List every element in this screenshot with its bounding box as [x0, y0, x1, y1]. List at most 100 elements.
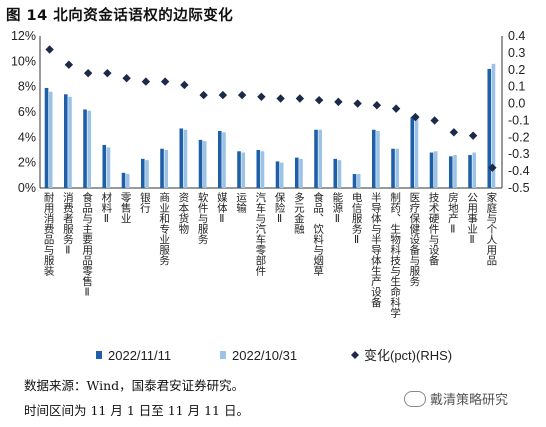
bar-2022-11-11 — [217, 131, 222, 188]
category-label: 食品与主要用品零售Ⅱ — [81, 191, 93, 298]
change-marker — [257, 92, 266, 101]
bar-2022-11-11 — [102, 144, 107, 188]
category-label: 运输 — [235, 192, 247, 214]
category-label: 商业和专业服务 — [158, 191, 170, 266]
bar-2022-11-11 — [198, 139, 203, 188]
category-labels: 耐用消费品与服装 消费者服务Ⅱ 食品与主要用品零售Ⅱ 材料Ⅱ 零售业 银行 商业和专业服务资… — [43, 191, 498, 318]
change-marker — [180, 80, 189, 90]
bar-2022-10-31 — [202, 141, 207, 188]
change-marker — [45, 45, 54, 54]
bar-2022-11-11 — [391, 148, 395, 188]
bar-2022-10-31 — [279, 162, 284, 188]
category-label: 耐用消费品与服装 — [43, 191, 55, 277]
bar-2022-10-31 — [68, 96, 72, 188]
bar-2022-11-11 — [63, 94, 68, 188]
bar-2022-11-11 — [448, 156, 453, 188]
change-marker — [391, 104, 401, 113]
change-marker — [64, 60, 74, 69]
right-tick-label: -0.1 — [508, 113, 530, 127]
change-markers — [45, 45, 497, 172]
bar-2022-10-31 — [260, 151, 265, 188]
category-label: 房地产Ⅱ — [447, 191, 459, 235]
category-label: 零售业 — [120, 192, 132, 224]
bar-2022-11-11 — [237, 151, 241, 188]
change-marker — [160, 77, 170, 86]
bar-2022-11-11 — [83, 109, 87, 188]
legend-marker — [351, 351, 359, 359]
category-label: 公用事业Ⅱ — [466, 192, 478, 246]
right-tick-label: -0.3 — [508, 147, 530, 161]
wechat-icon — [404, 390, 426, 407]
right-tick-label: 0.4 — [508, 29, 525, 43]
category-label: 汽车与汽车零部件 — [254, 191, 266, 277]
right-tick-label: -0.4 — [508, 164, 530, 178]
bar-2022-10-31 — [241, 152, 246, 188]
right-tick-label: -0.5 — [508, 181, 530, 195]
chart-title: 图 14 北向资金话语权的边际变化 — [6, 8, 234, 24]
period-note: 时间区间为 11 月 1 日至 11 月 11 日。 — [24, 403, 249, 418]
bar-2022-10-31 — [453, 155, 457, 188]
left-tick-label: 4% — [18, 130, 36, 144]
watermark: 戴清策略研究 — [404, 389, 508, 408]
change-marker — [276, 94, 285, 103]
bar-2022-11-11 — [160, 148, 164, 188]
left-tick-label: 8% — [18, 80, 36, 94]
change-marker — [237, 90, 247, 100]
change-marker — [314, 95, 324, 105]
category-label: 消费者服务Ⅱ — [62, 191, 74, 256]
bar-2022-10-31 — [414, 115, 419, 188]
change-marker — [122, 74, 131, 83]
change-marker — [199, 90, 208, 100]
change-marker — [103, 68, 112, 78]
legend-label: 2022/10/31 — [232, 348, 297, 363]
category-label: 银行 — [139, 191, 151, 214]
change-marker — [449, 128, 459, 137]
bar-2022-10-31 — [395, 148, 400, 188]
bar-2022-11-11 — [352, 174, 357, 188]
change-marker — [295, 94, 305, 103]
bar-2022-11-11 — [333, 158, 338, 188]
bar-2022-11-11 — [468, 155, 472, 188]
left-tick-label: 0% — [18, 181, 36, 195]
bar-2022-10-31 — [183, 129, 188, 188]
bar-2022-10-31 — [318, 129, 323, 188]
right-tick-label: 0.2 — [508, 63, 525, 77]
category-label: 电信服务Ⅱ — [351, 191, 363, 246]
legend-swatch — [96, 351, 102, 359]
right-tick-label: -0.2 — [508, 130, 530, 144]
bar-2022-10-31 — [299, 158, 303, 188]
change-marker — [488, 163, 497, 172]
category-label: 技术硬件与设备 — [428, 191, 440, 266]
bar-2022-10-31 — [491, 63, 496, 188]
change-marker — [430, 116, 439, 125]
bar-2022-10-31 — [433, 151, 438, 188]
bar-2022-11-11 — [44, 87, 49, 188]
category-label: 多元金融 — [293, 191, 305, 235]
right-tick-label: 0.3 — [508, 46, 525, 60]
bar-2022-11-11 — [179, 128, 184, 188]
right-tick-label: 0.1 — [508, 80, 525, 94]
category-label: 能源Ⅱ — [331, 191, 343, 225]
change-marker — [218, 90, 228, 100]
right-tick-label: 0.0 — [508, 97, 525, 111]
bar-2022-11-11 — [410, 117, 415, 188]
category-label: 材料Ⅱ — [100, 191, 112, 225]
category-label: 家庭与个人用品 — [485, 191, 497, 266]
bar-2022-11-11 — [429, 152, 434, 188]
left-tick-label: 6% — [18, 105, 36, 119]
category-label: 食品、饮料与烟草 — [312, 191, 324, 276]
bar-2022-10-31 — [337, 160, 342, 188]
bar-2022-10-31 — [472, 152, 477, 188]
bars — [44, 63, 496, 188]
legend: 2022/11/11 2022/10/31 变化(pct)(RHS) — [96, 348, 452, 363]
bar-2022-10-31 — [48, 91, 53, 188]
category-label: 制药、生物科技与生命科学 — [389, 191, 401, 318]
axes: 0% 2% 4% 6% 8% 10% 12% -0.5 -0.4 -0.3 -0.2 -0.1 0.0 0… — [11, 29, 530, 195]
left-tick-label: 12% — [11, 29, 36, 43]
change-marker — [372, 101, 382, 110]
bar-2022-11-11 — [275, 161, 280, 188]
bar-2022-10-31 — [356, 174, 361, 188]
bar-2022-11-11 — [256, 150, 261, 188]
change-marker — [353, 99, 362, 108]
